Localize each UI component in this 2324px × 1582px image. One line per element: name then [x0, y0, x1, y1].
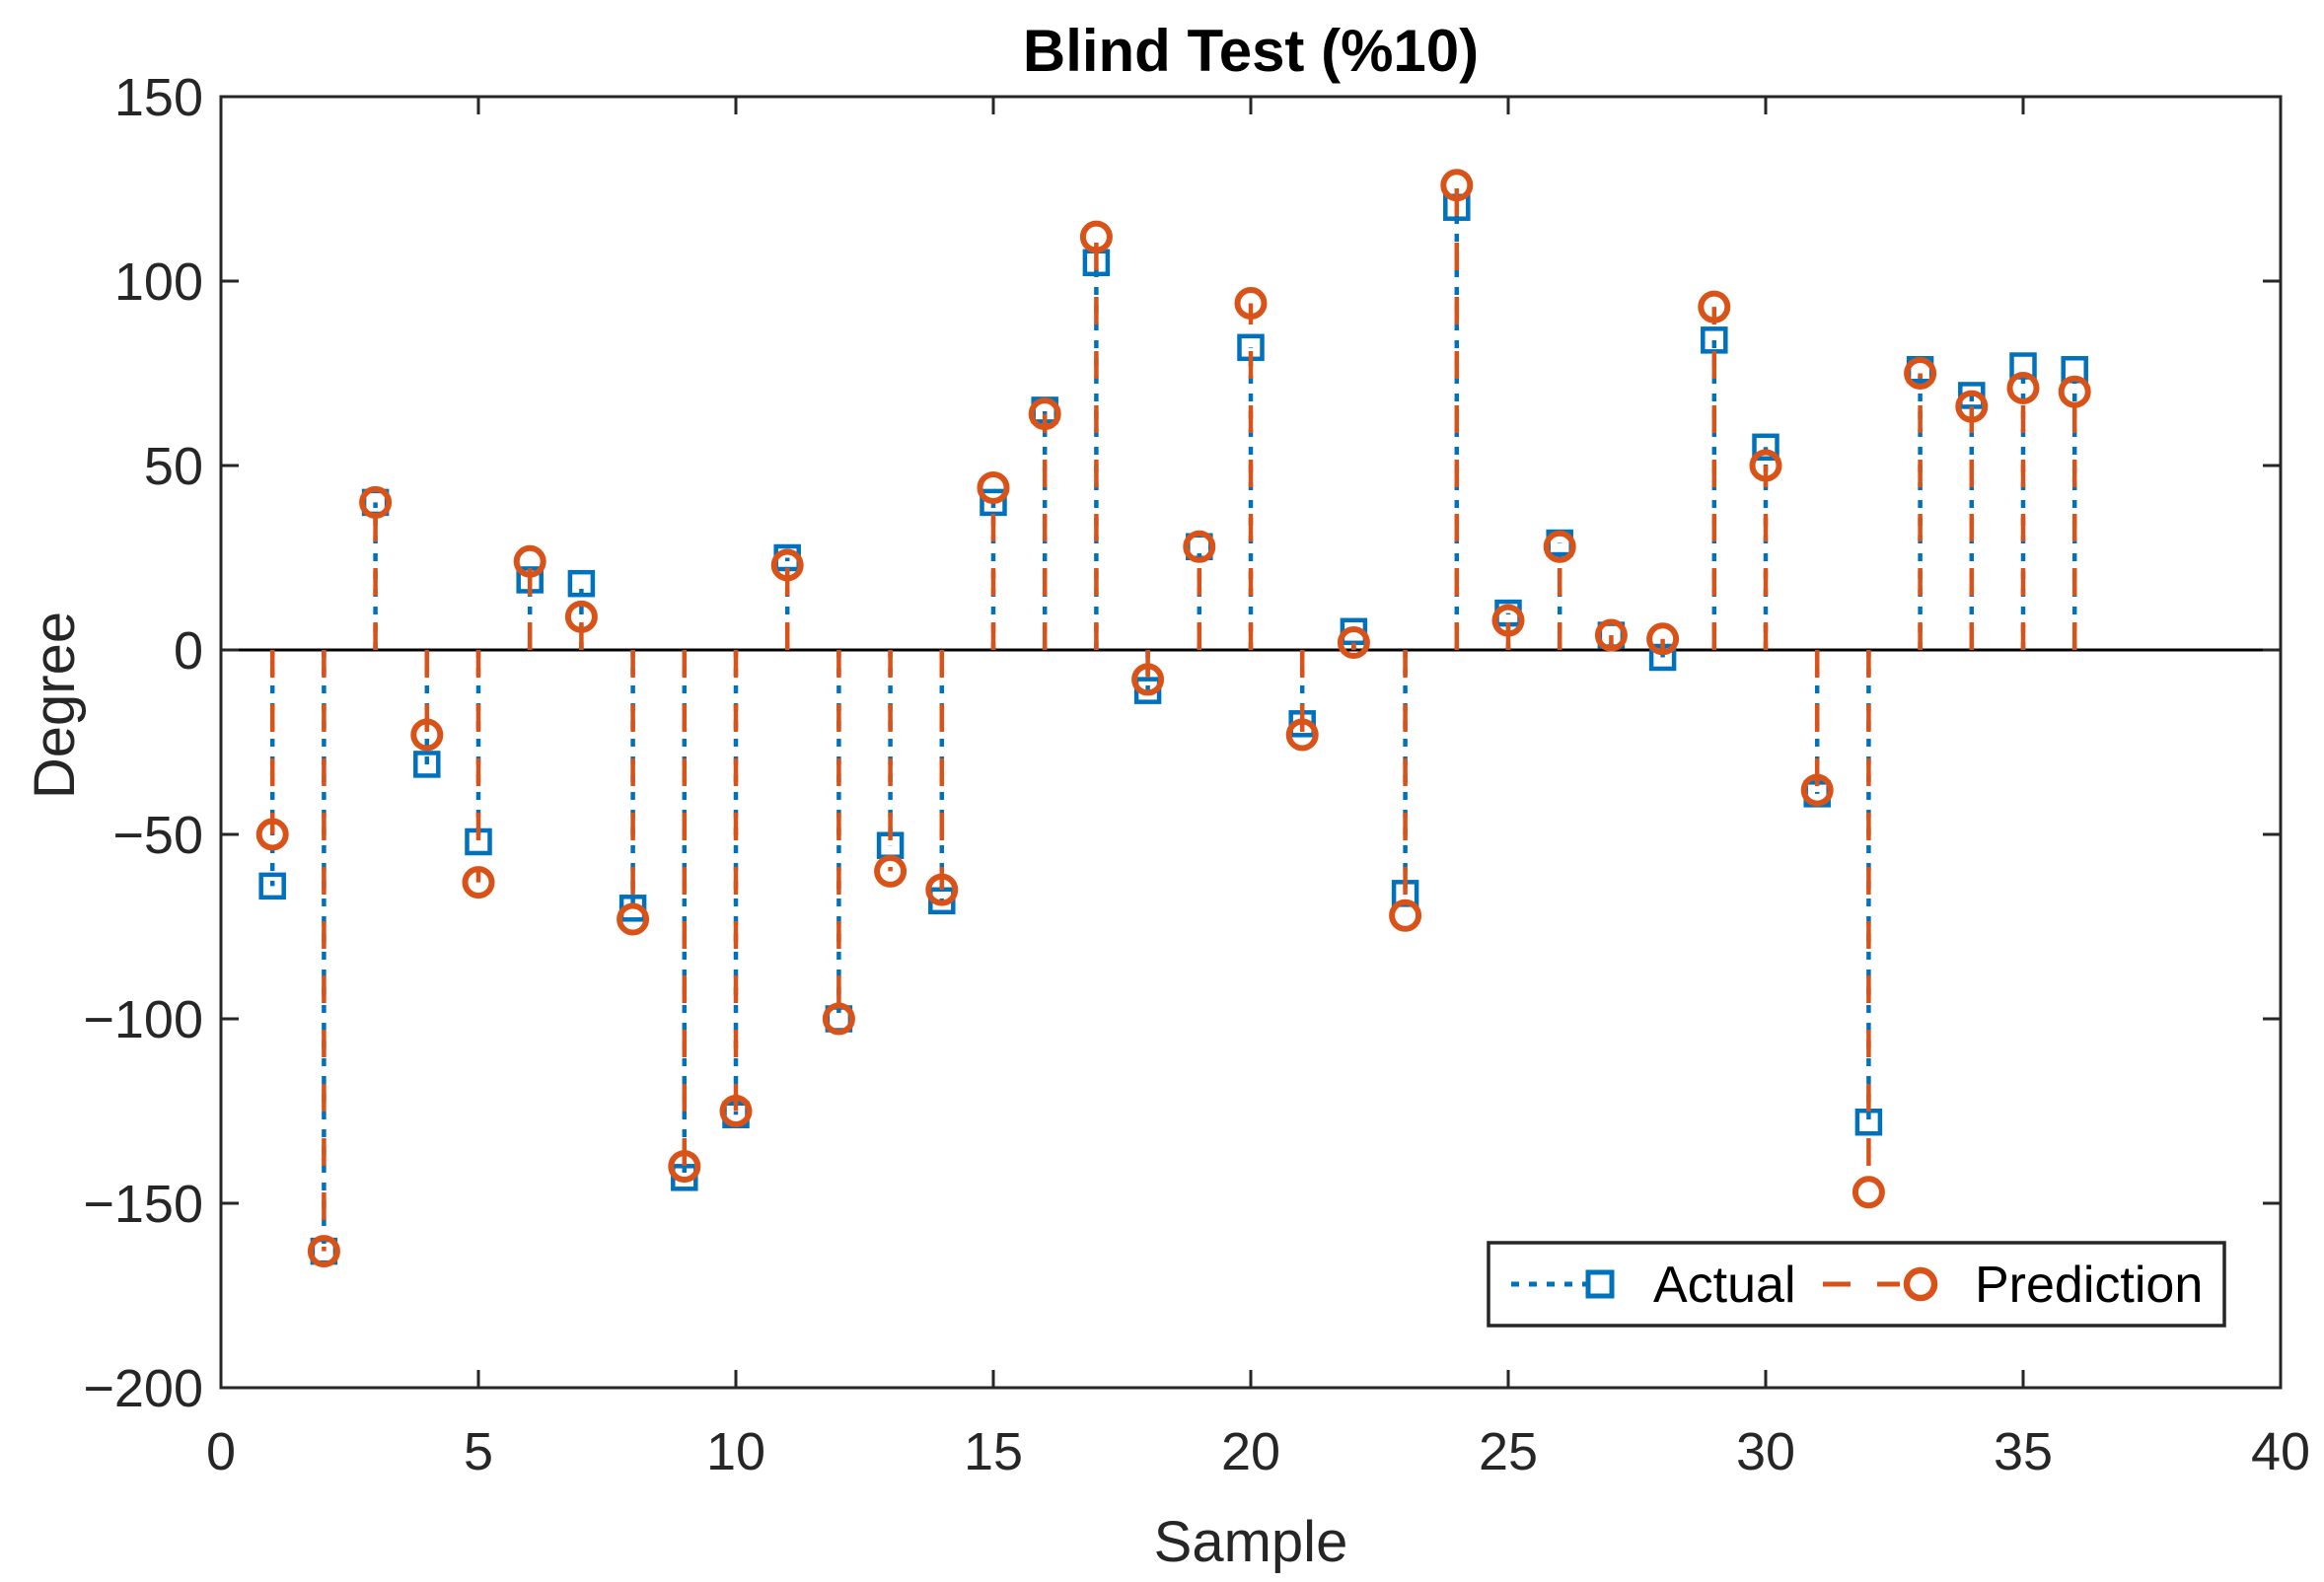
marker-prediction: [1646, 622, 1680, 656]
marker-prediction: [410, 718, 444, 752]
marker-prediction: [1028, 397, 1061, 431]
x-tick-label: 20: [1221, 1422, 1280, 1481]
marker-prediction: [1131, 663, 1165, 696]
marker-prediction: [1543, 530, 1576, 563]
legend-circle-marker-prediction: [1903, 1266, 1938, 1302]
marker-prediction: [822, 1002, 855, 1036]
marker-prediction: [1285, 718, 1319, 752]
legend: Actual Prediction: [1487, 1241, 2226, 1328]
marker-prediction: [1079, 220, 1113, 253]
x-tick-label: 0: [206, 1422, 236, 1481]
x-tick-label: 15: [964, 1422, 1023, 1481]
plot-area: 0 5 10 15 20 25 30 35 40 −200 −150 −100 −50 0 50 100 150: [83, 68, 2310, 1481]
marker-prediction: [2058, 375, 2091, 408]
marker-prediction: [1337, 626, 1370, 660]
x-axis-label: Sample: [1154, 1510, 1348, 1574]
x-tick-label: 30: [1736, 1422, 1795, 1481]
y-tick-label: −150: [83, 1175, 203, 1234]
marker-prediction: [1234, 286, 1268, 320]
marker-actual: [567, 569, 596, 598]
marker-prediction: [359, 485, 393, 519]
marker-prediction: [1852, 1176, 1885, 1209]
marker-prediction: [770, 548, 804, 582]
chart-title: Blind Test (%10): [1023, 18, 1479, 84]
legend-square-marker-actual: [1585, 1269, 1615, 1299]
marker-prediction: [1491, 604, 1525, 637]
y-tick-label: 0: [174, 621, 203, 681]
marker-prediction: [2006, 371, 2040, 404]
y-tick-label: −50: [112, 806, 203, 865]
marker-prediction: [564, 600, 598, 633]
y-axis-label: Degree: [23, 611, 87, 799]
legend-label-actual: Actual: [1653, 1257, 1796, 1314]
marker-prediction: [1904, 357, 1937, 390]
legend-label-prediction: Prediction: [1975, 1257, 2203, 1314]
y-tick-label: 100: [114, 252, 203, 312]
x-tick-label: 35: [1994, 1422, 2053, 1481]
x-tick-label: 5: [464, 1422, 493, 1481]
marker-prediction: [255, 818, 289, 851]
marker-prediction: [1749, 449, 1782, 482]
x-tick-label: 10: [706, 1422, 765, 1481]
marker-actual: [980, 488, 1007, 517]
marker-prediction: [874, 854, 908, 888]
marker-prediction: [462, 866, 495, 899]
marker-prediction: [617, 902, 650, 936]
marker-prediction: [1183, 530, 1216, 563]
marker-prediction: [977, 470, 1010, 504]
marker-prediction: [719, 1095, 753, 1127]
marker-actual: [1752, 433, 1779, 462]
y-tick-label: −200: [83, 1359, 203, 1418]
x-tick-label: 25: [1479, 1422, 1538, 1481]
y-tick-label: 50: [144, 437, 203, 496]
marker-actual: [413, 751, 441, 778]
y-tick-label: −100: [83, 990, 203, 1049]
y-tick-label: 150: [114, 68, 203, 127]
plot-box: [219, 95, 2283, 1390]
marker-prediction: [925, 873, 959, 906]
marker-prediction: [307, 1235, 340, 1268]
marker-prediction: [1440, 169, 1474, 202]
marker-prediction: [1955, 390, 1989, 423]
x-tick-label: 40: [2251, 1422, 2310, 1481]
marker-actual: [258, 872, 286, 900]
marker-prediction: [1698, 290, 1731, 324]
marker-prediction: [1389, 899, 1422, 932]
marker-prediction: [513, 544, 546, 578]
marker-prediction: [1594, 618, 1628, 652]
marker-prediction: [668, 1150, 701, 1184]
marker-prediction: [1800, 773, 1834, 807]
